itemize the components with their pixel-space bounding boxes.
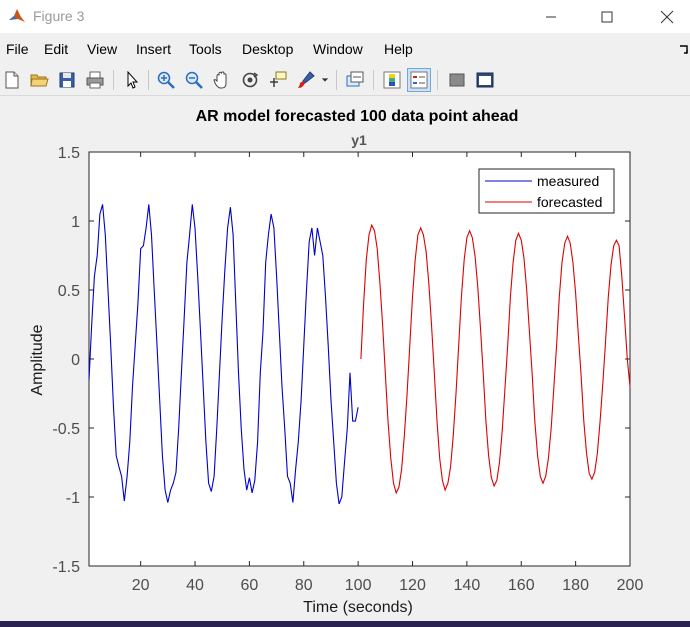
close-icon	[660, 10, 674, 23]
y-tick-label: -1	[66, 490, 80, 507]
new-figure-button[interactable]	[0, 68, 24, 92]
plot-svg: 20 40 60 80 100 120 140 160 180 200 -1.5 -1 -0.5 0 0.…	[29, 108, 644, 616]
minimize-button[interactable]	[528, 0, 574, 33]
x-tick-label: 80	[295, 577, 313, 594]
x-tick-label: 120	[399, 577, 426, 594]
series-line-measured[interactable]	[88, 204, 359, 505]
menu-bar: File Edit View Insert Tools Desktop Wind…	[0, 39, 690, 61]
brush-icon	[298, 71, 315, 88]
toolbar-separator	[113, 70, 114, 90]
taskbar-strip	[0, 621, 690, 627]
pan-button[interactable]	[210, 68, 234, 92]
pan-hand-icon	[213, 71, 227, 89]
show-plot-tools-button[interactable]	[473, 68, 497, 92]
x-tick-label: 40	[186, 577, 204, 594]
colorbar-icon	[383, 71, 401, 89]
zoom-in-button[interactable]	[154, 68, 178, 92]
maximize-button[interactable]	[584, 0, 630, 33]
zoom-out-button[interactable]	[182, 68, 206, 92]
x-tick-label: 100	[345, 577, 372, 594]
rotate-3d-button[interactable]	[238, 68, 262, 92]
y-tick-label: 0.5	[58, 283, 80, 300]
zoom-out-icon	[185, 71, 203, 89]
save-disk-icon	[59, 72, 75, 88]
print-figure-button[interactable]	[83, 68, 107, 92]
x-tick-label: 160	[508, 577, 535, 594]
title-bar: Figure 3	[0, 0, 690, 33]
x-axis: 20 40 60 80 100 120 140 160 180 200	[132, 152, 644, 594]
x-tick-label: 180	[562, 577, 589, 594]
legend-icon	[410, 71, 428, 89]
menu-edit[interactable]: Edit	[44, 41, 69, 57]
link-plot-button[interactable]	[343, 68, 367, 92]
legend-label-forecasted: forecasted	[537, 194, 602, 210]
legend-label-measured: measured	[537, 173, 599, 189]
dock-figure-icon[interactable]	[678, 42, 690, 54]
x-tick-label: 200	[617, 577, 644, 594]
menu-view[interactable]: View	[87, 41, 118, 57]
brush-button[interactable]	[294, 68, 318, 92]
show-plot-tools-icon	[476, 72, 494, 88]
menu-desktop[interactable]: Desktop	[242, 41, 294, 57]
insert-colorbar-button[interactable]	[380, 68, 404, 92]
toolbar-separator	[148, 70, 149, 90]
edit-plot-button[interactable]	[120, 68, 144, 92]
chevron-down-icon	[321, 78, 329, 82]
zoom-in-icon	[157, 71, 175, 89]
matlab-logo-icon	[8, 7, 26, 25]
x-tick-label: 60	[240, 577, 258, 594]
figure-canvas: 20 40 60 80 100 120 140 160 180 200 -1.5 -1 -0.5 0 0.…	[0, 96, 690, 620]
menu-insert[interactable]: Insert	[136, 41, 172, 57]
minimize-icon	[546, 16, 556, 17]
insert-legend-button[interactable]	[407, 68, 431, 92]
hide-plot-tools-button[interactable]	[445, 68, 469, 92]
open-file-button[interactable]	[27, 68, 51, 92]
series-line-forecasted[interactable]	[360, 223, 631, 495]
axes-box[interactable]	[88, 151, 631, 567]
link-plot-icon	[346, 71, 364, 87]
open-folder-icon	[30, 74, 49, 87]
y-tick-label: 0	[71, 352, 80, 369]
data-cursor-button[interactable]	[266, 68, 290, 92]
maximize-icon	[601, 11, 613, 22]
toolbar-separator	[437, 70, 438, 90]
toolbar-separator	[336, 70, 337, 90]
rotate-3d-icon	[242, 72, 259, 88]
figure-toolbar	[0, 64, 690, 96]
hide-plot-tools-icon	[449, 73, 465, 87]
new-file-icon	[5, 71, 19, 89]
menu-file[interactable]: File	[6, 41, 29, 57]
x-axis-label: Time (seconds)	[303, 599, 413, 616]
save-figure-button[interactable]	[55, 68, 79, 92]
toolbar-separator	[373, 70, 374, 90]
y-axis: -1.5 -1 -0.5 0 0.5 1 1.5	[52, 145, 630, 576]
menu-help[interactable]: Help	[384, 41, 413, 57]
close-button[interactable]	[644, 0, 690, 33]
y-tick-label: 1.5	[58, 145, 80, 162]
x-tick-label: 20	[132, 577, 150, 594]
y-axis-label: Amplitude	[29, 324, 46, 395]
chart-subtitle: y1	[351, 132, 367, 148]
y-tick-label: -0.5	[52, 421, 80, 438]
menu-tools[interactable]: Tools	[189, 41, 222, 57]
data-cursor-icon	[270, 71, 287, 87]
legend-box	[478, 168, 615, 214]
arrow-pointer-icon	[127, 70, 139, 89]
menu-window[interactable]: Window	[313, 41, 363, 57]
legend[interactable]: measured forecasted	[478, 168, 615, 214]
brush-dropdown[interactable]	[318, 68, 332, 92]
printer-icon	[86, 71, 104, 89]
x-tick-label: 140	[454, 577, 481, 594]
y-tick-label: 1	[71, 214, 80, 231]
chart-title: AR model forecasted 100 data point ahead	[196, 108, 519, 125]
window-title: Figure 3	[33, 8, 85, 24]
y-tick-label: -1.5	[52, 559, 80, 576]
plot-lines	[88, 204, 631, 505]
